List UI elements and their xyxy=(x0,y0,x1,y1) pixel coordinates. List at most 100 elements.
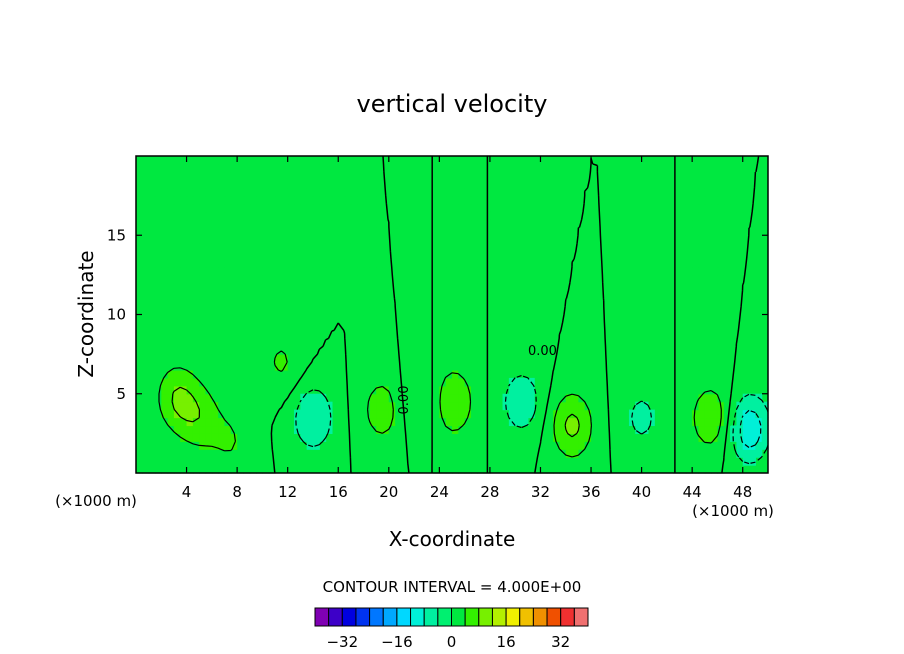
field-cell xyxy=(433,243,440,252)
field-cell xyxy=(685,219,693,228)
field-cell xyxy=(262,266,270,276)
field-cell xyxy=(711,441,719,450)
field-cell xyxy=(704,346,712,355)
field-cell xyxy=(192,393,200,403)
field-cell xyxy=(230,259,238,268)
field-cell xyxy=(218,401,226,411)
field-cell xyxy=(344,219,352,228)
field-cell xyxy=(256,322,263,331)
field-cell xyxy=(559,409,567,419)
field-cell xyxy=(698,266,706,276)
field-cell xyxy=(685,171,693,181)
field-cell xyxy=(186,266,194,276)
field-cell xyxy=(249,163,257,173)
field-cell xyxy=(439,338,447,347)
field-cell xyxy=(470,259,478,268)
field-cell xyxy=(433,362,440,371)
field-cell xyxy=(136,211,143,221)
field-cell xyxy=(698,259,706,268)
field-cell xyxy=(704,441,712,450)
field-cell xyxy=(268,290,276,300)
field-cell xyxy=(243,409,251,419)
field-cell xyxy=(761,417,769,427)
field-cell xyxy=(692,409,700,419)
field-cell xyxy=(192,362,200,371)
field-cell xyxy=(452,385,459,395)
field-cell xyxy=(711,298,719,308)
field-cell xyxy=(685,362,693,371)
field-cell xyxy=(281,298,289,308)
field-cell xyxy=(692,354,700,363)
field-cell xyxy=(376,282,384,292)
field-cell xyxy=(464,290,472,300)
field-cell xyxy=(319,163,327,173)
field-cell xyxy=(717,377,725,387)
field-cell xyxy=(572,362,579,371)
field-cell xyxy=(470,235,478,244)
field-cell xyxy=(237,322,245,331)
field-cell xyxy=(572,393,579,403)
field-cell xyxy=(325,298,333,308)
field-cell xyxy=(692,203,700,213)
field-cell xyxy=(363,425,371,434)
field-cell xyxy=(350,362,358,371)
field-cell xyxy=(755,425,763,434)
field-cell xyxy=(452,298,459,308)
field-cell xyxy=(262,203,270,213)
field-cell xyxy=(445,433,453,442)
field-cell xyxy=(173,227,181,236)
field-cell xyxy=(433,211,440,221)
field-cell xyxy=(319,314,327,324)
field-cell xyxy=(319,290,327,300)
field-cell xyxy=(224,393,232,403)
field-cell xyxy=(723,369,731,379)
field-cell xyxy=(395,449,403,458)
field-cell xyxy=(704,251,712,260)
field-cell xyxy=(439,219,447,228)
field-cell xyxy=(167,362,175,371)
field-cell xyxy=(192,298,200,308)
field-cell xyxy=(363,195,371,205)
field-cell xyxy=(527,385,535,395)
field-cell xyxy=(237,385,245,395)
field-cell xyxy=(161,457,169,466)
field-cell xyxy=(698,187,706,197)
field-cell xyxy=(180,441,188,450)
field-cell xyxy=(692,171,700,181)
field-cell xyxy=(173,393,181,403)
field-cell xyxy=(268,274,276,284)
field-cell xyxy=(477,259,485,268)
field-cell xyxy=(148,346,156,355)
field-cell xyxy=(338,274,346,284)
field-cell xyxy=(136,195,143,205)
field-cell xyxy=(376,219,384,228)
field-cell xyxy=(312,266,320,276)
field-cell xyxy=(673,362,681,371)
field-cell xyxy=(199,449,207,458)
field-cell xyxy=(192,314,200,324)
field-cell xyxy=(262,465,270,474)
field-cell xyxy=(148,266,156,276)
field-cell xyxy=(224,163,232,173)
field-cell xyxy=(249,290,257,300)
field-cell xyxy=(439,195,447,205)
field-cell xyxy=(452,338,459,347)
field-cell xyxy=(357,425,365,434)
field-cell xyxy=(218,290,226,300)
field-cell xyxy=(344,282,352,292)
field-cell xyxy=(357,266,365,276)
field-cell xyxy=(268,179,276,189)
field-cell xyxy=(161,377,169,387)
field-cell xyxy=(262,385,270,395)
field-cell xyxy=(685,465,693,474)
field-cell xyxy=(723,243,731,252)
field-cell xyxy=(679,259,687,268)
field-cell xyxy=(237,227,245,236)
field-cell xyxy=(382,377,390,387)
field-cell xyxy=(692,441,700,450)
field-cell xyxy=(458,306,466,316)
field-cell xyxy=(717,171,725,181)
field-cell xyxy=(698,425,706,434)
field-cell xyxy=(388,362,396,371)
field-cell xyxy=(199,243,207,252)
